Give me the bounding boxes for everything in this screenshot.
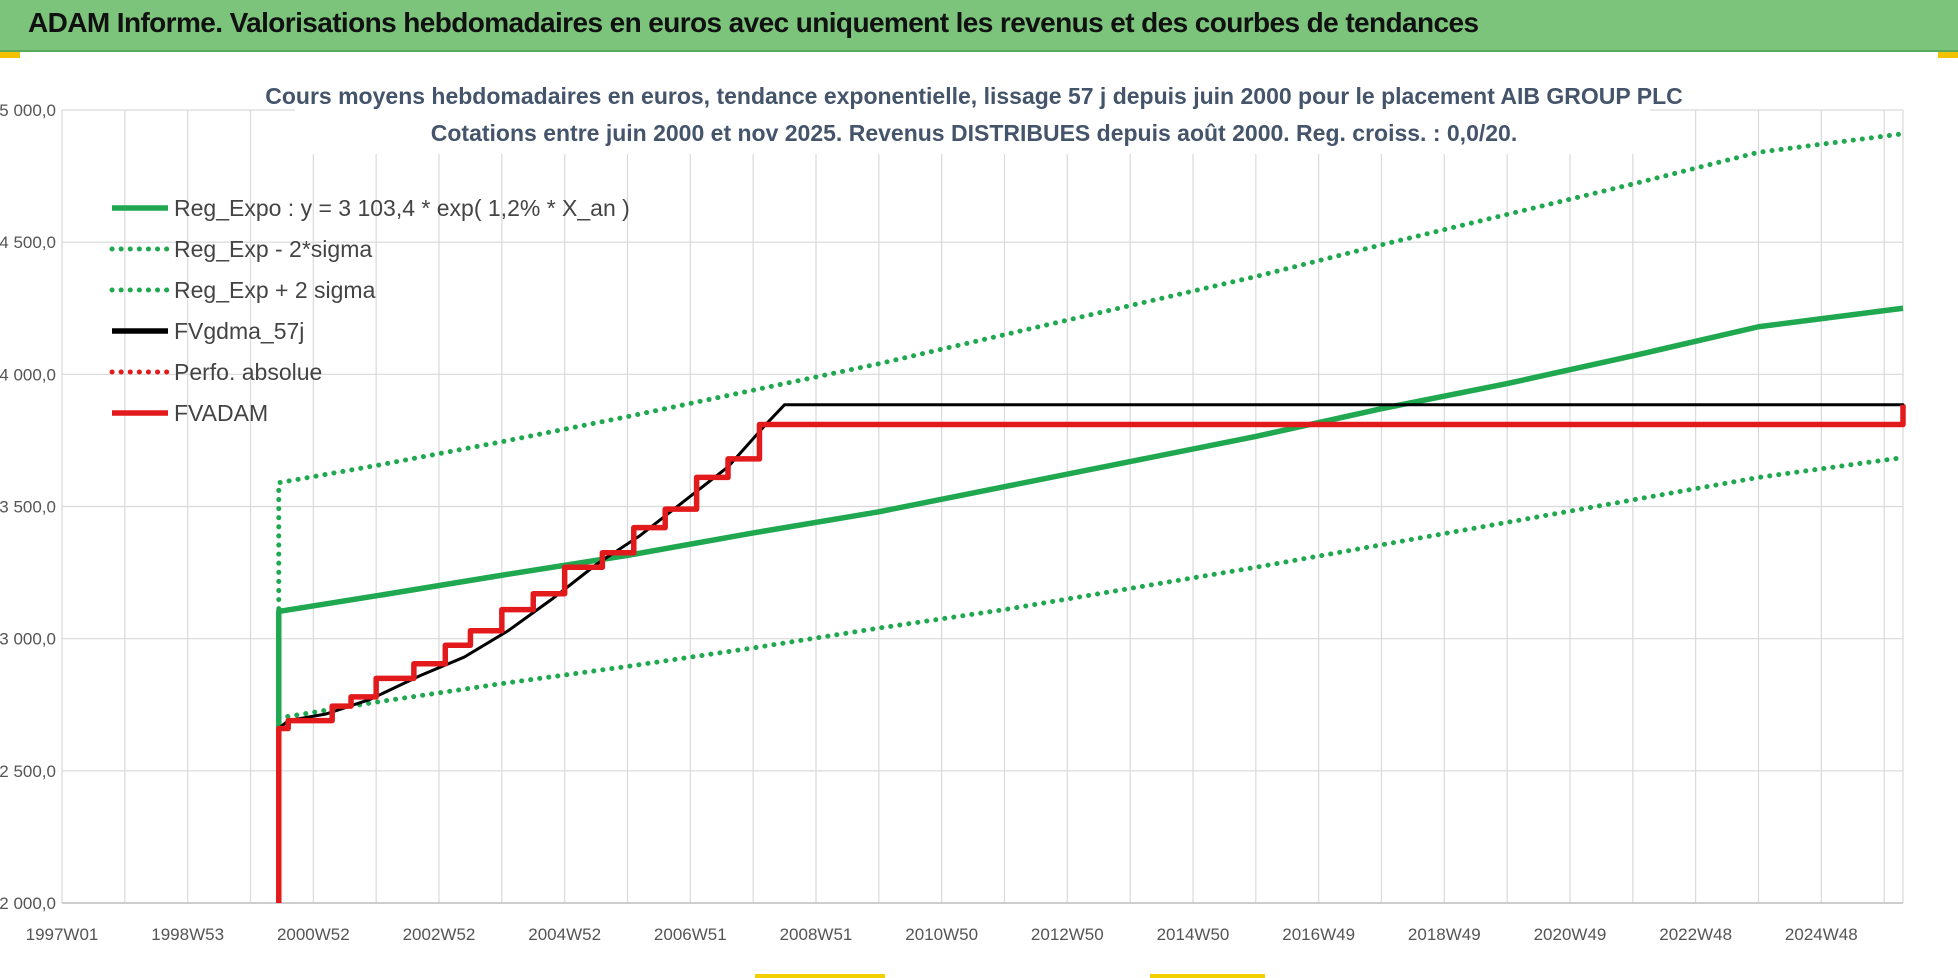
x-tick-label: 2016W49 [1282, 925, 1355, 944]
series-line-fvadam [276, 404, 1906, 903]
x-tick-label: 2002W52 [403, 925, 476, 944]
corner-mark-right [1938, 52, 1958, 58]
legend-label: FVgdma_57j [174, 318, 304, 344]
page-title: ADAM Informe. Valorisations hebdomadaire… [28, 7, 1479, 38]
series-line-fvgdma-57j [277, 403, 1905, 731]
chart-title-group: Cours moyens hebdomadaires en euros, ten… [265, 74, 1683, 154]
y-tick-label: 5 000,0 [0, 101, 56, 120]
grid [61, 109, 1904, 904]
corner-mark-left [0, 52, 20, 58]
x-tick-label: 2006W51 [654, 925, 727, 944]
y-tick-label: 4 000,0 [0, 365, 56, 384]
x-tick-label: 2004W52 [528, 925, 601, 944]
x-tick-label: 2024W48 [1785, 925, 1858, 944]
y-tick-label: 3 000,0 [0, 630, 56, 649]
chart-subtitle: Cotations entre juin 2000 et nov 2025. R… [431, 120, 1517, 146]
bottom-mark-1 [755, 974, 885, 978]
legend-label: FVADAM [174, 400, 268, 426]
series-line-reg-exp-2-sigma [276, 131, 1906, 721]
x-tick-label: 2008W51 [780, 925, 853, 944]
legend-label: Reg_Expo : y = 3 103,4 * exp( 1,2% * X_a… [174, 195, 630, 221]
x-tick-label: 2020W49 [1534, 925, 1607, 944]
y-tick-label: 2 000,0 [0, 894, 56, 913]
legend-label: Reg_Exp + 2 sigma [174, 277, 376, 303]
x-tick-label: 2018W49 [1408, 925, 1481, 944]
y-tick-label: 4 500,0 [0, 233, 56, 252]
chart-title-background [295, 74, 1650, 154]
x-tick-label: 2014W50 [1157, 925, 1230, 944]
x-tick-label: 2012W50 [1031, 925, 1104, 944]
series-layer [276, 131, 1906, 903]
title-bar: ADAM Informe. Valorisations hebdomadaire… [0, 0, 1958, 52]
x-tick-label: 1997W01 [26, 925, 99, 944]
x-tick-label: 2010W50 [905, 925, 978, 944]
x-tick-label: 2022W48 [1659, 925, 1732, 944]
legend-label: Perfo. absolue [174, 359, 322, 385]
chart-title: Cours moyens hebdomadaires en euros, ten… [265, 83, 1682, 109]
legend: Reg_Expo : y = 3 103,4 * exp( 1,2% * X_a… [109, 195, 630, 426]
axes: 2 000,0 2 500,0 3 000,0 3 500,0 4 000,0 4 500… [0, 101, 1903, 944]
series-line-reg-exp-2-sigma [276, 455, 1906, 721]
x-tick-label: 2000W52 [277, 925, 350, 944]
y-tick-label: 3 500,0 [0, 498, 56, 517]
x-tick-label: 1998W53 [151, 925, 224, 944]
bottom-mark-2 [1150, 974, 1265, 978]
legend-label: Reg_Exp - 2*sigma [174, 236, 372, 262]
y-tick-label: 2 500,0 [0, 762, 56, 781]
series-line-reg-expo-y-3-103-4-exp-1-2-x-an [276, 305, 1904, 729]
